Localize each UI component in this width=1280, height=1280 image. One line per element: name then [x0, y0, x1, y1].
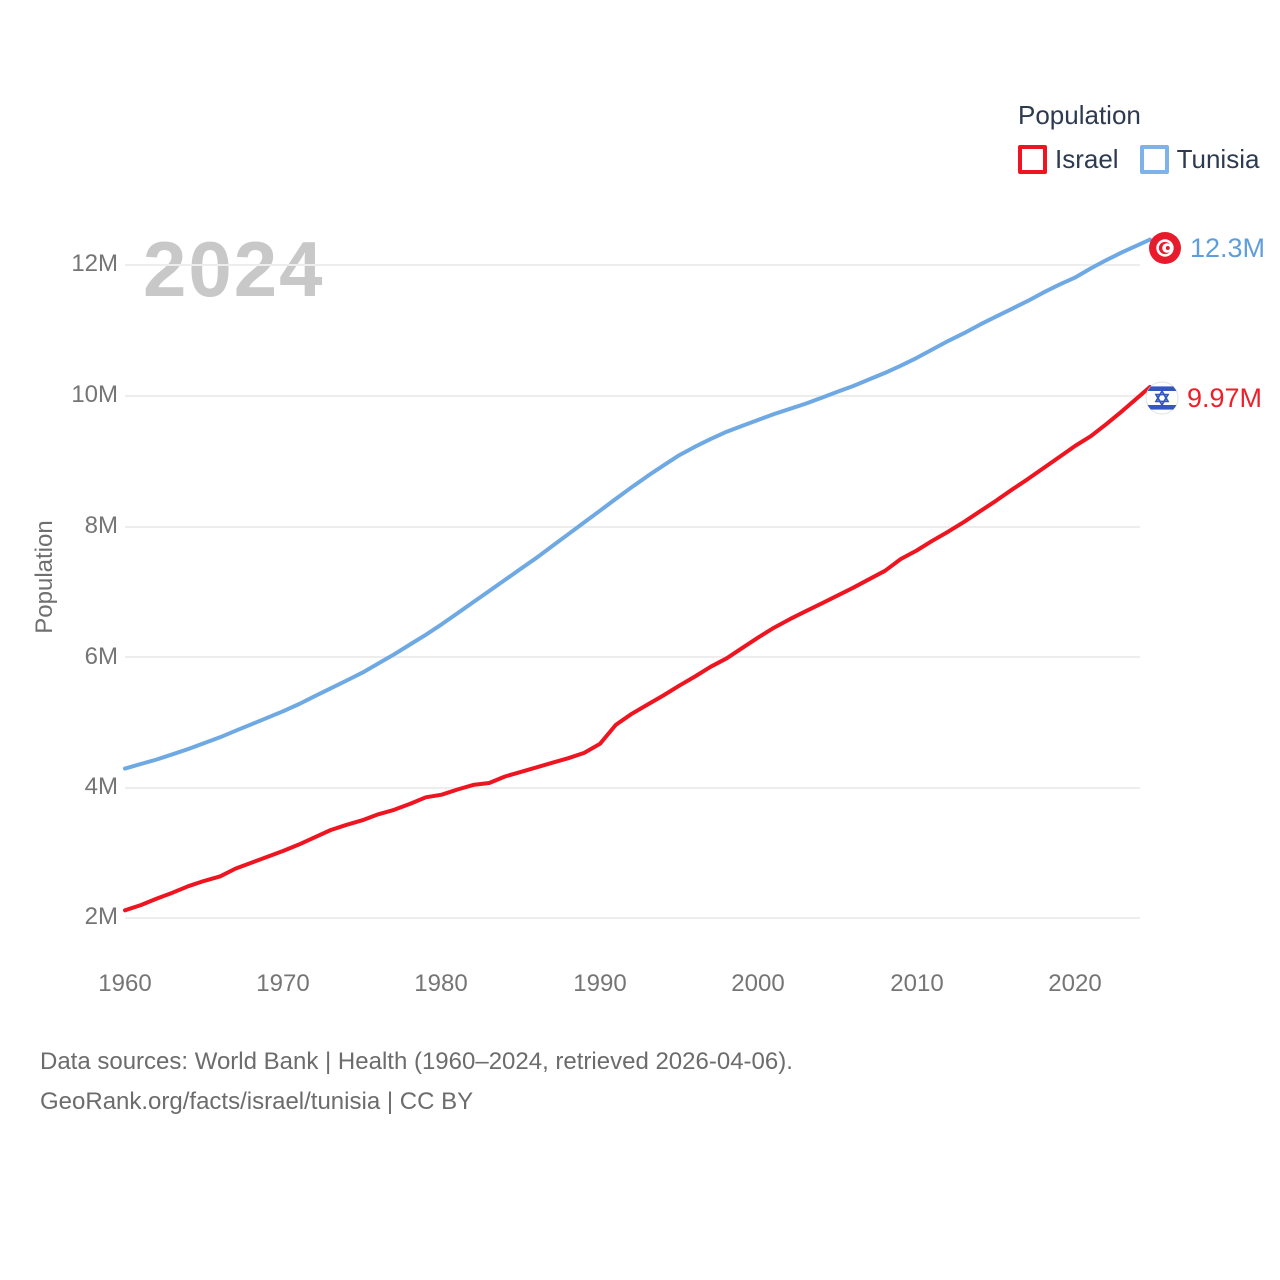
- tunisia-flag-icon: [1149, 232, 1181, 264]
- y-tick-label: 12M: [71, 250, 118, 277]
- legend: Population Israel Tunisia: [1018, 100, 1259, 175]
- x-tick-label: 2010: [890, 970, 944, 997]
- x-tick-label: 1960: [98, 970, 152, 997]
- gridline: [125, 917, 1140, 919]
- legend-title: Population: [1018, 100, 1141, 130]
- gridline: [125, 787, 1140, 789]
- y-tick-label: 10M: [71, 381, 118, 408]
- x-tick-label: 1990: [573, 970, 627, 997]
- year-watermark: 2024: [143, 225, 325, 313]
- israel-series-line[interactable]: [123, 385, 1152, 913]
- legend-item-tunisia[interactable]: Tunisia: [1139, 144, 1260, 175]
- y-tick-label: 4M: [84, 773, 118, 800]
- y-tick-label: 6M: [84, 643, 118, 670]
- israel-flag-icon: [1145, 381, 1179, 415]
- legend-items: Israel Tunisia: [1018, 144, 1259, 175]
- attribution: Data sources: World Bank | Health (1960–…: [40, 1042, 793, 1122]
- gridline: [125, 264, 1140, 266]
- israel-end-value: 9.97M: [1187, 382, 1263, 413]
- israel-endpoint: 9.97M: [1145, 381, 1262, 415]
- y-tick-label: 2M: [84, 903, 118, 930]
- legend-item-israel[interactable]: Israel: [1018, 144, 1119, 175]
- data-sources-line: Data sources: World Bank | Health (1960–…: [40, 1048, 793, 1075]
- tunisia-series-line[interactable]: [123, 237, 1152, 771]
- israel-series-swatch: [1018, 145, 1047, 174]
- tunisia-endpoint: 12.3M: [1148, 231, 1265, 265]
- legend-label-tunisia: Tunisia: [1176, 144, 1260, 174]
- tunisia-end-value: 12.3M: [1190, 232, 1266, 263]
- x-tick-label: 2020: [1048, 970, 1102, 997]
- gridline: [125, 526, 1140, 528]
- y-axis-title: Population: [31, 520, 58, 634]
- legend-label-israel: Israel: [1055, 144, 1119, 174]
- x-tick-label: 2000: [731, 970, 785, 997]
- y-tick-label: 8M: [84, 512, 118, 539]
- x-tick-label: 1970: [256, 970, 310, 997]
- source-url-line: GeoRank.org/facts/israel/tunisia | CC BY: [40, 1088, 474, 1115]
- x-tick-label: 1980: [414, 970, 468, 997]
- tunisia-series-swatch: [1139, 145, 1169, 174]
- gridline: [125, 395, 1140, 397]
- gridline: [125, 656, 1140, 658]
